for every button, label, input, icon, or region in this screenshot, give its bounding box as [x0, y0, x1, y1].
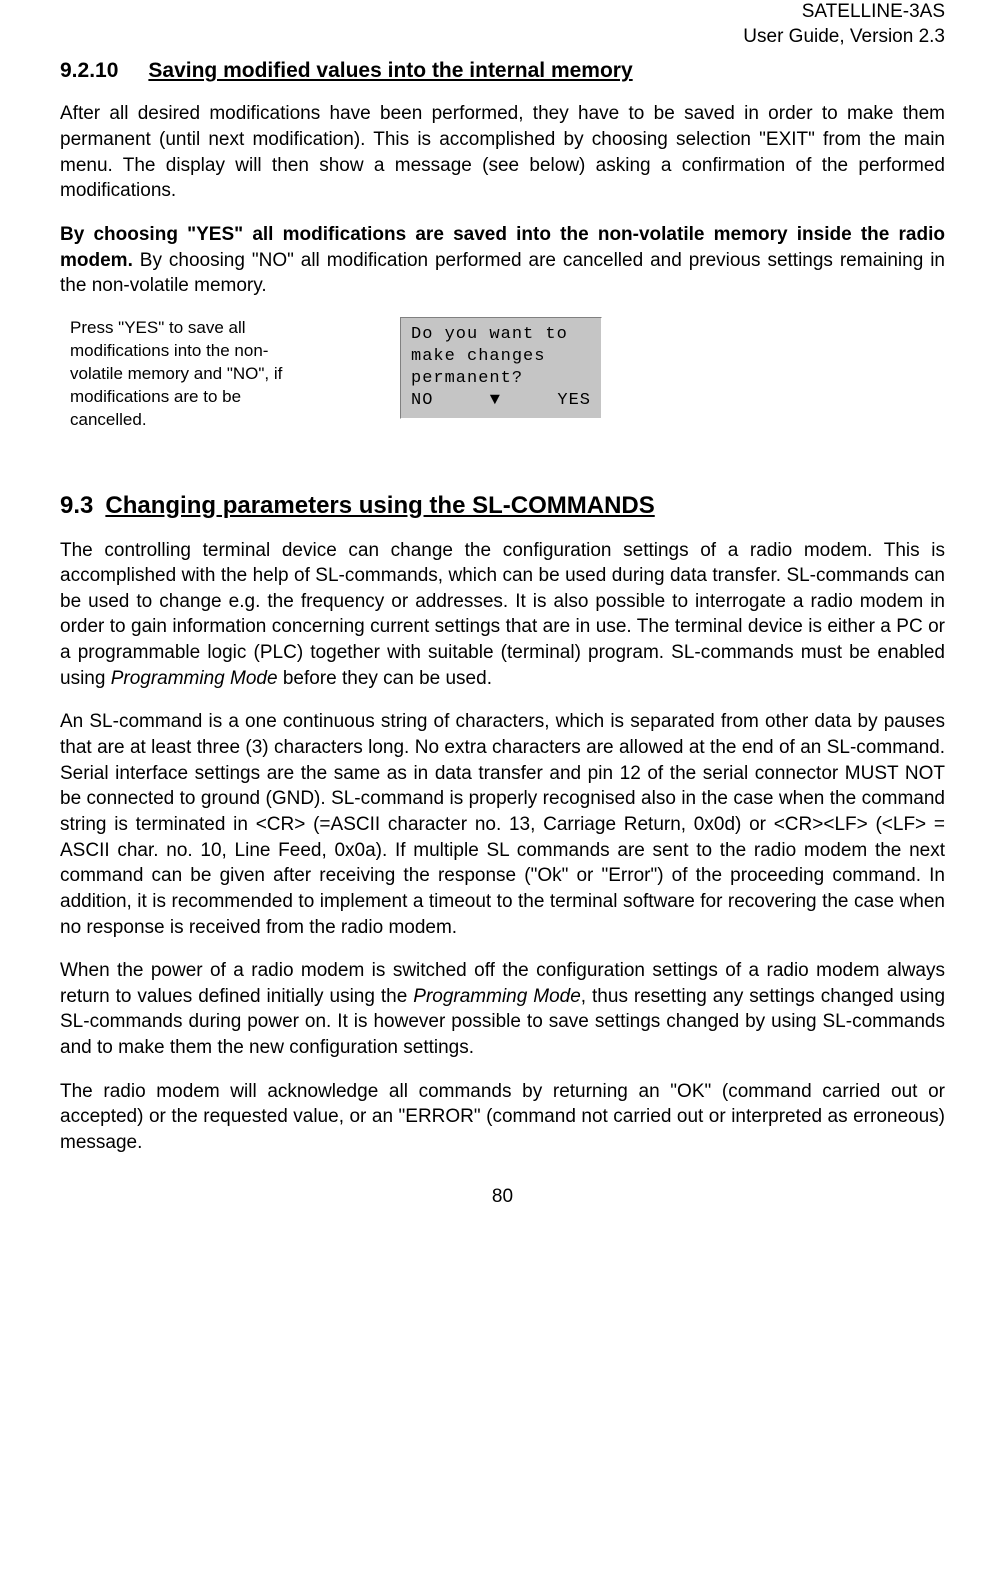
lcd-screen: Do you want to make changes permanent? N…	[400, 317, 602, 419]
page-header: SATELLINE-3AS User Guide, Version 2.3	[60, 0, 945, 49]
lcd-yes-button[interactable]: YES	[557, 390, 591, 412]
para-9-3-4: The radio modem will acknowledge all com…	[60, 1079, 945, 1156]
down-arrow-icon[interactable]: ▼	[490, 390, 501, 412]
section-number: 9.3	[60, 492, 93, 520]
header-guide: User Guide, Version 2.3	[743, 26, 945, 47]
italic-term: Programming Mode	[413, 986, 581, 1007]
para-9-3-1: The controlling terminal device can chan…	[60, 538, 945, 692]
lcd-figure: Press "YES" to save all modifications in…	[60, 317, 945, 432]
section-title: Saving modified values into the internal…	[148, 59, 632, 82]
lcd-line-2: make changes	[411, 346, 591, 368]
para-9-2-10-2: By choosing "YES" all modifications are …	[60, 222, 945, 299]
para-9-2-10-1: After all desired modifications have bee…	[60, 101, 945, 204]
para-9-3-2: An SL-command is a one continuous string…	[60, 709, 945, 940]
lcd-no-button[interactable]: NO	[411, 390, 433, 412]
ok-text: OK	[677, 1081, 704, 1102]
figure-caption: Press "YES" to save all modifications in…	[60, 317, 340, 432]
header-product: SATELLINE-3AS	[802, 1, 945, 22]
section-title: Changing parameters using the SL-COMMAND…	[105, 492, 654, 519]
para-rest: By choosing "NO" all modification perfor…	[60, 250, 945, 297]
error-text: ERROR	[405, 1106, 474, 1127]
lcd-line-3: permanent?	[411, 368, 591, 390]
section-9-3-heading: 9.3 Changing parameters using the SL-COMM…	[60, 492, 945, 520]
para-9-3-3: When the power of a radio modem is switc…	[60, 958, 945, 1061]
section-number: 9.2.10	[60, 59, 118, 83]
page-number: 80	[60, 1186, 945, 1208]
italic-term: Programming Mode	[111, 668, 278, 689]
lcd-line-1: Do you want to	[411, 324, 591, 346]
section-9-2-10-heading: 9.2.10 Saving modified values into the in…	[60, 59, 945, 83]
